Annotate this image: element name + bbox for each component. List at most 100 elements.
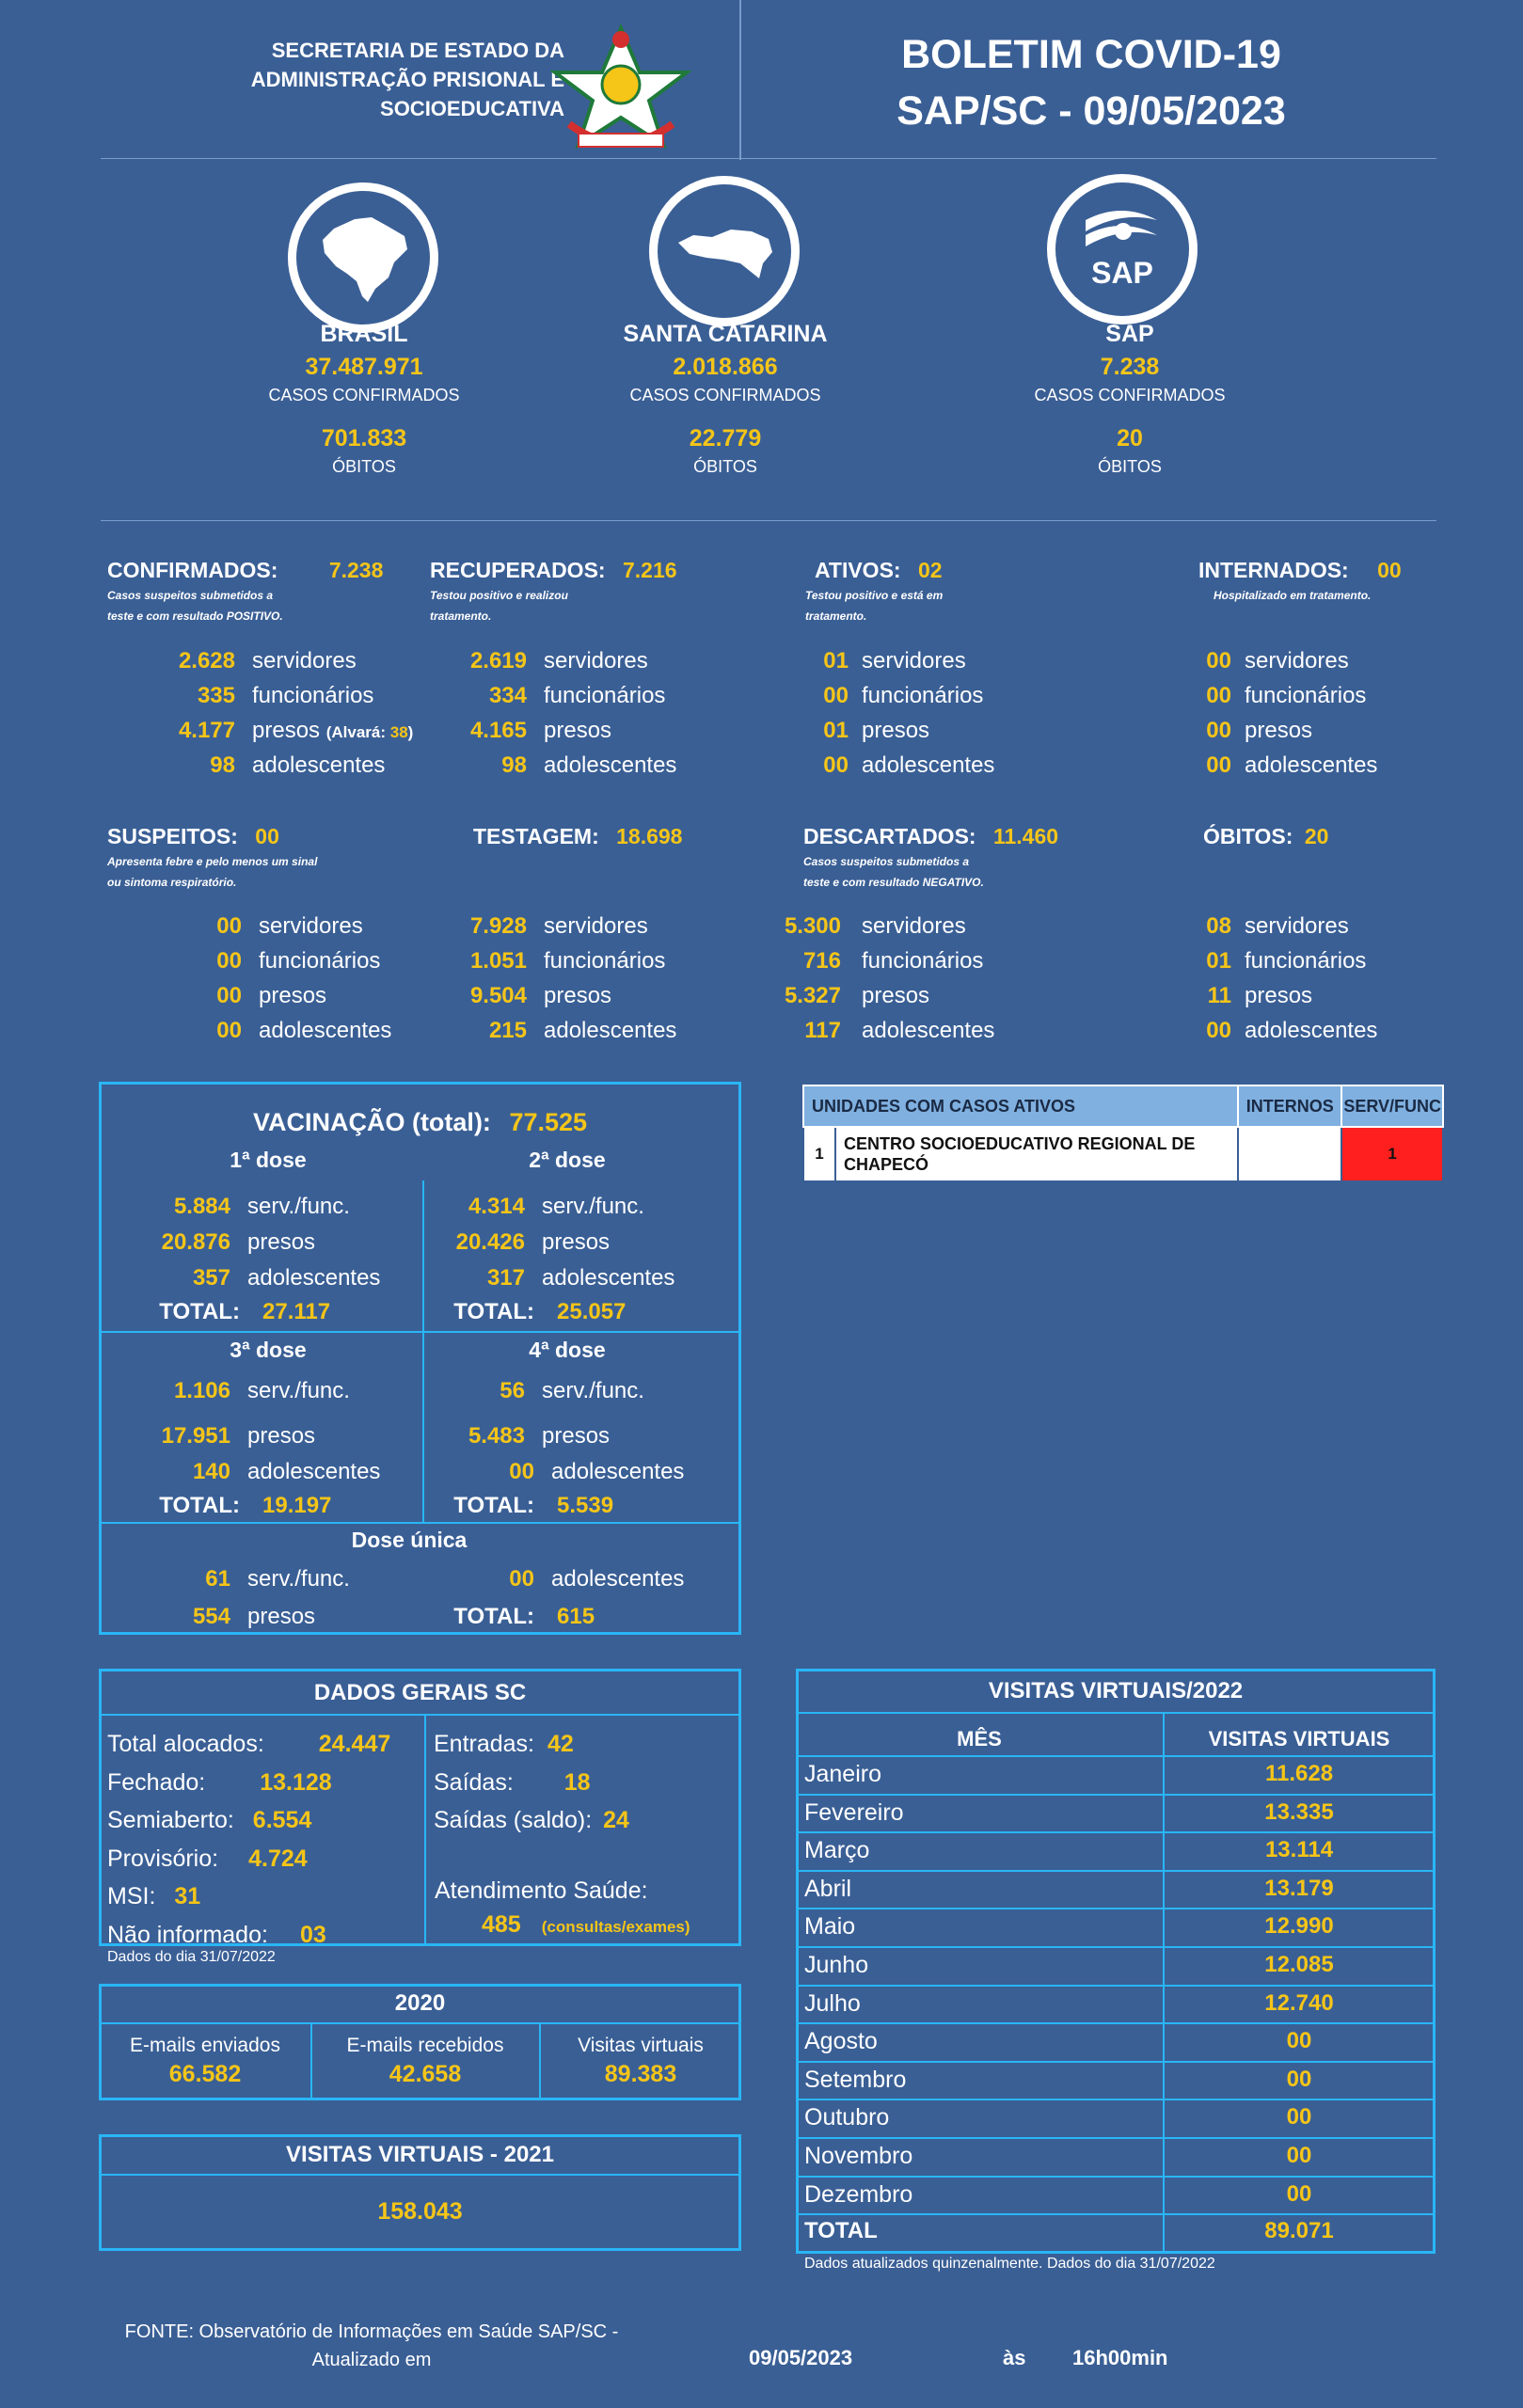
breakdown-row: 01 presos (823, 718, 930, 743)
bulletin-title: BOLETIM COVID-19 SAP/SC - 09/05/2023 (896, 32, 1286, 134)
stat-note: Testou positivo e realizou tratamento. (430, 589, 568, 623)
regions-separator (101, 520, 1436, 521)
breakdown-row: 00 presos (1206, 718, 1313, 743)
stat-note: Apresenta febre e pelo menos um sinal ou … (107, 855, 318, 889)
visitas-value: 00 (1286, 2180, 1312, 2207)
visitas-value: 00 (1286, 2066, 1312, 2092)
breakdown-row: 01 servidores (823, 648, 966, 673)
dados-gerais-right: Entradas: 42 Saídas: 18 Saídas (saldo): 24 (434, 1725, 629, 1840)
region-brasil: BRASIL 37.487.971 CASOS CONFIRMADOS 701.… (223, 318, 505, 478)
stat-title: SUSPEITOS: (107, 824, 238, 848)
dose-total: TOTAL: 615 (453, 1604, 595, 1629)
visitas-month: Junho (804, 1952, 869, 1978)
stat-descartados: DESCARTADOS: 11.460 Casos suspeitos subm… (803, 821, 1142, 893)
visitas-value: 13.335 (1264, 1798, 1334, 1825)
panel-2021-value: 158.043 (377, 2198, 463, 2225)
dados-gerais-divider (99, 1714, 741, 1716)
breakdown-row: 01 funcionários (1206, 948, 1367, 974)
atendimento-saude: Atendimento Saúde: 485 (consultas/exames) (435, 1877, 690, 1938)
visitas-2022-col-divider (1163, 1712, 1165, 2254)
visitas-month: Fevereiro (804, 1798, 904, 1826)
stat-title: DESCARTADOS: (803, 824, 976, 848)
region-deaths: 701.833 (321, 425, 407, 452)
breakdown-row: 00 funcionários (216, 948, 381, 974)
dose-total: TOTAL: 19.197 (159, 1493, 332, 1518)
table-header: UNIDADES COM CASOS ATIVOS (801, 1085, 1240, 1128)
visitas-row-divider (796, 2099, 1436, 2101)
table-header-row: UNIDADES COM CASOS ATIVOS INTERNOS SERV/… (801, 1085, 1444, 1128)
stat-suspeitos-breakdown: 00 servidores 00 funcionários 00 presos 00 a… (141, 912, 391, 1052)
header-divider (739, 0, 741, 160)
panel-2020-col-divider (539, 2022, 541, 2099)
dose-row: 61 serv./func. (205, 1566, 350, 1592)
breakdown-row: 00 adolescentes (1206, 752, 1378, 778)
region-cases: 37.487.971 (305, 354, 423, 380)
region-cases: 2.018.866 (673, 354, 778, 380)
visitas-col-header: VISITAS VIRTUAIS (1208, 1727, 1390, 1751)
visitas-total-label: TOTAL (804, 2218, 878, 2243)
visitas-value: 12.085 (1264, 1952, 1334, 1977)
dados-row: Saídas: 18 (434, 1768, 591, 1796)
stat-emails-enviados: E-mails enviados 66.582 (130, 2035, 280, 2087)
table-header: INTERNOS (1237, 1085, 1343, 1128)
footer-at: às (1003, 2346, 1026, 2369)
stat-recuperados: RECUPERADOS: 7.216 Testou positivo e rea… (430, 555, 750, 626)
stat-testagem: TESTAGEM: 18.698 (473, 821, 793, 851)
footer-time: 16h00min (1072, 2346, 1168, 2369)
visitas-month: Julho (804, 1989, 861, 2017)
breakdown-row: 08 servidores (1206, 913, 1349, 939)
breakdown-row: 7.928 servidores (469, 913, 648, 939)
breakdown-row: 5.300 servidores (784, 913, 966, 939)
vaccination-row-divider (99, 1522, 741, 1524)
stat-total: 18.698 (616, 824, 683, 848)
dose-title: 4ª dose (529, 1338, 606, 1362)
stat-testagem-breakdown: 7.928 servidores 1.051 funcionários 9.504 p… (433, 912, 677, 1052)
dados-gerais-col-divider (424, 1714, 426, 1946)
dose-total: TOTAL: 27.117 (159, 1299, 331, 1324)
visitas-value: 12.740 (1264, 1989, 1334, 2016)
dose-total: TOTAL: 25.057 (453, 1299, 627, 1324)
visitas-2022-panel (796, 1669, 1436, 2254)
stat-total: 7.238 (328, 558, 384, 582)
stat-obitos: ÓBITOS: 20 (1203, 821, 1485, 851)
region-deaths: 20 (1117, 425, 1143, 452)
visitas-row-divider (796, 2060, 1436, 2063)
region-santa-catarina: SANTA CATARINA 2.018.866 CASOS CONFIRMAD… (584, 318, 866, 478)
panel-2021-title: VISITAS VIRTUAIS - 2021 (286, 2142, 554, 2167)
visitas-value: 12.990 (1264, 1913, 1334, 1940)
panel-2020-title: 2020 (394, 1990, 446, 2016)
dados-row: Entradas: 42 (434, 1731, 574, 1757)
breakdown-row: 9.504 presos (469, 983, 612, 1008)
breakdown-row: 2.628 servidores (178, 648, 357, 673)
dose-row: 1.106 serv./func. (173, 1378, 350, 1403)
stat-title: ATIVOS: (815, 558, 901, 582)
stat-ativos-breakdown: 01 servidores 00 funcionários 01 presos 00 a… (753, 647, 994, 786)
visitas-month: Maio (804, 1913, 856, 1941)
region-cases-label: CASOS CONFIRMADOS (268, 386, 460, 404)
visitas-month: Outubro (804, 2104, 890, 2131)
dose4-block: 56 serv./func. 5.483 presos 00 adolescentes… (431, 1377, 684, 1526)
dose-row: 357 adolescentes (192, 1265, 381, 1291)
dose-row: 554 presos (192, 1604, 316, 1629)
breakdown-row: 00 presos (216, 983, 327, 1008)
breakdown-row: 00 funcionários (1206, 683, 1367, 708)
visitas-month: Agosto (804, 2028, 878, 2055)
dose-row: 5.483 presos (468, 1423, 611, 1449)
breakdown-row: 1.051 funcionários (469, 948, 666, 974)
region-deaths: 22.779 (689, 425, 762, 452)
visitas-row-divider (796, 1984, 1436, 1987)
region-name: BRASIL (320, 321, 408, 347)
vaccination-title: VACINAÇÃO (total): 77.525 (252, 1108, 588, 1136)
visitas-row-divider (796, 1793, 1436, 1796)
dose1-block: 5.884 serv./func. 20.876 presos 357 adolesc… (136, 1193, 380, 1332)
dados-row: Total alocados: 24.447 (107, 1731, 391, 1757)
visitas-row-divider (796, 2137, 1436, 2139)
breakdown-row: 00 adolescentes (216, 1018, 392, 1043)
dose-title: 1ª dose (230, 1148, 307, 1172)
visitas-value: 00 (1286, 2143, 1312, 2168)
breakdown-row: 215 adolescentes (488, 1018, 677, 1043)
visitas-2022-footnote: Dados atualizados quinzenalmente. Dados … (804, 2256, 1215, 2272)
stat-note: Casos suspeitos submetidos a teste e com … (803, 855, 984, 889)
dados-row: Saídas (saldo): 24 (434, 1807, 629, 1833)
visitas-row-divider (796, 1831, 1436, 1834)
